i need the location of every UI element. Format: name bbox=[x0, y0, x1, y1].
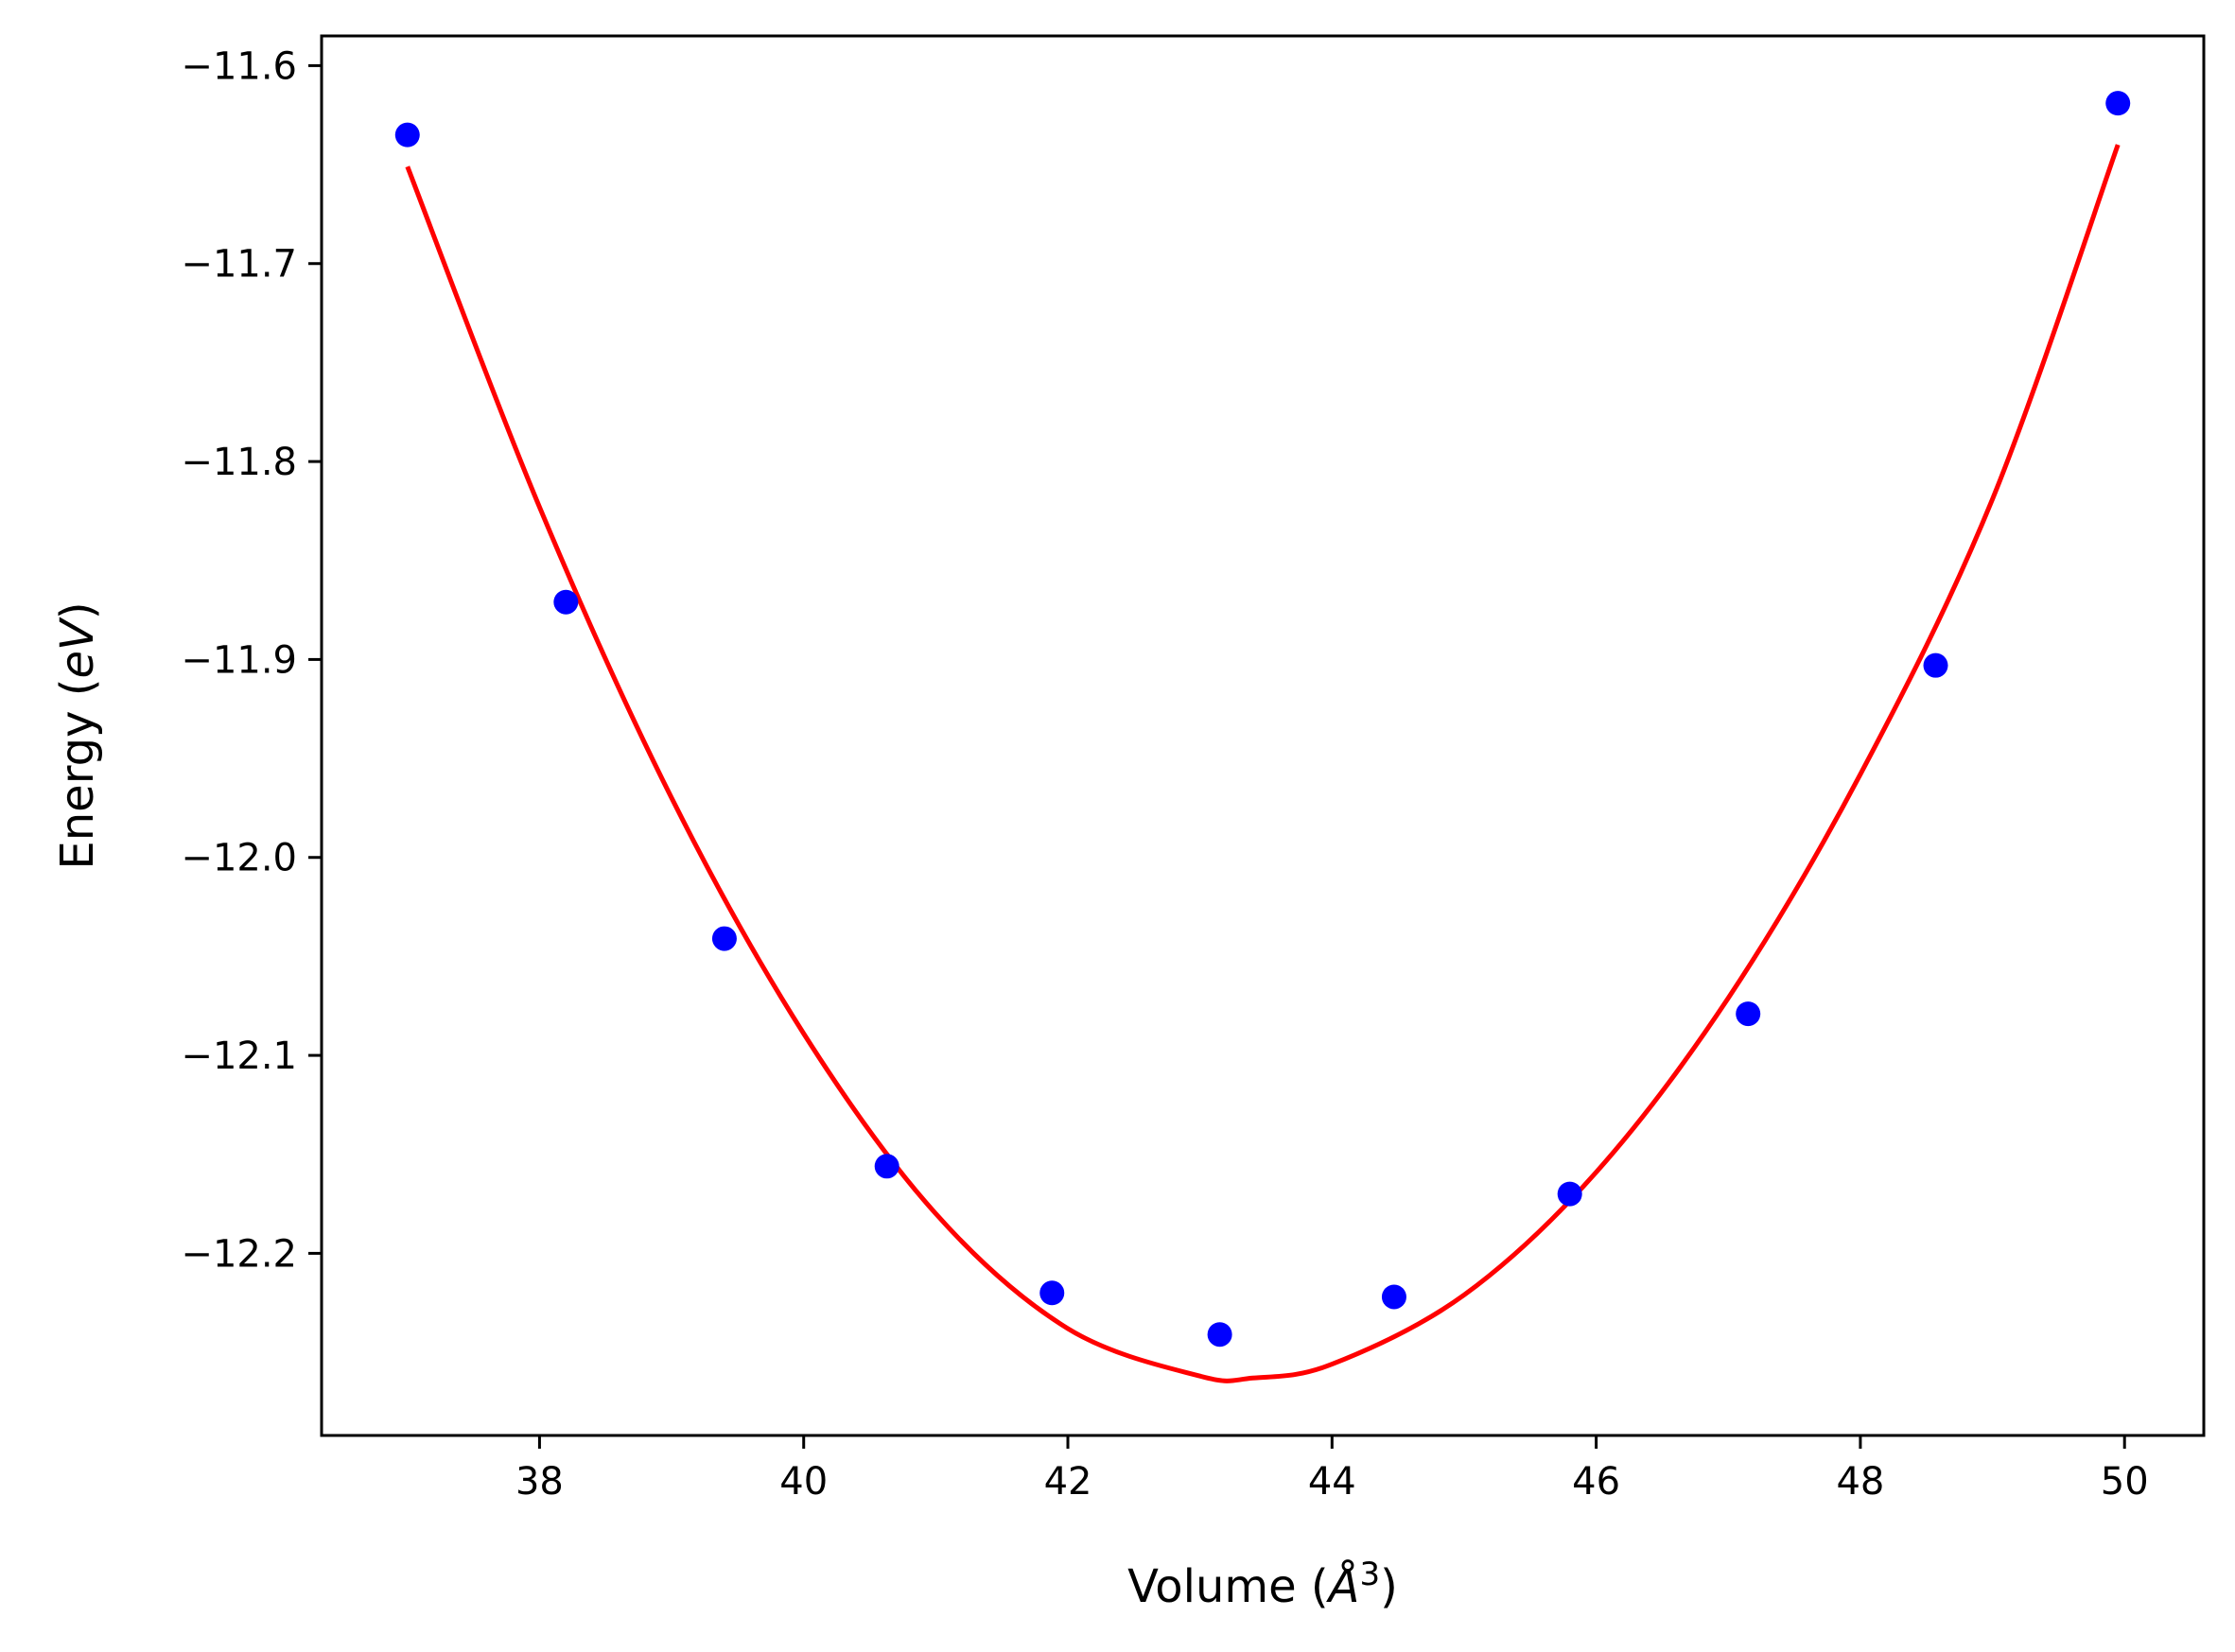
data-point bbox=[874, 1154, 899, 1179]
x-tick-label: 40 bbox=[779, 1460, 828, 1504]
x-tick-label: 38 bbox=[515, 1460, 564, 1504]
y-tick-label: −11.9 bbox=[181, 638, 297, 682]
fit-curve bbox=[405, 144, 2121, 1383]
y-tick-label: −11.6 bbox=[181, 44, 297, 88]
data-point bbox=[394, 122, 420, 148]
y-tick-label: −12.0 bbox=[181, 837, 297, 880]
data-point bbox=[1557, 1181, 1582, 1207]
x-tick-label: 42 bbox=[1044, 1460, 1092, 1504]
series bbox=[394, 91, 2131, 1383]
data-point bbox=[1736, 1001, 1761, 1027]
data-point bbox=[1381, 1284, 1406, 1310]
data-point bbox=[553, 589, 579, 615]
data-point bbox=[711, 926, 737, 951]
x-axis-unit-close: ) bbox=[1380, 1560, 1398, 1613]
data-point bbox=[1923, 652, 1948, 678]
y-axis-unit-open: ( bbox=[51, 679, 104, 711]
data-point bbox=[1207, 1322, 1232, 1348]
x-tick-label: 48 bbox=[1836, 1460, 1884, 1504]
x-axis-unit-power: 3 bbox=[1359, 1556, 1380, 1593]
y-axis-unit-close: ) bbox=[51, 601, 104, 619]
x-axis-title: Volume (Å3) bbox=[1127, 1556, 1398, 1613]
y-tick-label: −11.8 bbox=[181, 441, 297, 484]
y-tick-label: −11.7 bbox=[181, 243, 297, 287]
x-axis-label: Volume bbox=[1127, 1560, 1297, 1613]
y-tick-label: −12.2 bbox=[181, 1232, 297, 1276]
y-axis-title: Energy (eV) bbox=[51, 601, 104, 869]
x-tick-label: 44 bbox=[1308, 1460, 1356, 1504]
x-tick-label: 50 bbox=[2101, 1460, 2149, 1504]
data-point bbox=[2105, 91, 2131, 116]
y-tick-label: −12.1 bbox=[181, 1035, 297, 1078]
data-point bbox=[1039, 1280, 1065, 1306]
x-axis-unit-open: ( bbox=[1297, 1560, 1329, 1613]
y-axis-unit: eV bbox=[51, 617, 104, 679]
x-tick-label: 46 bbox=[1572, 1460, 1620, 1504]
x-axis-unit: Å bbox=[1326, 1559, 1360, 1613]
ticks: 38 40 42 44 46 48 50 −11.6 −11.7 −11.8 −11.9 −12.0 −… bbox=[181, 44, 2148, 1504]
plot-area bbox=[320, 34, 2206, 1437]
y-axis-label: Energy bbox=[51, 711, 104, 870]
